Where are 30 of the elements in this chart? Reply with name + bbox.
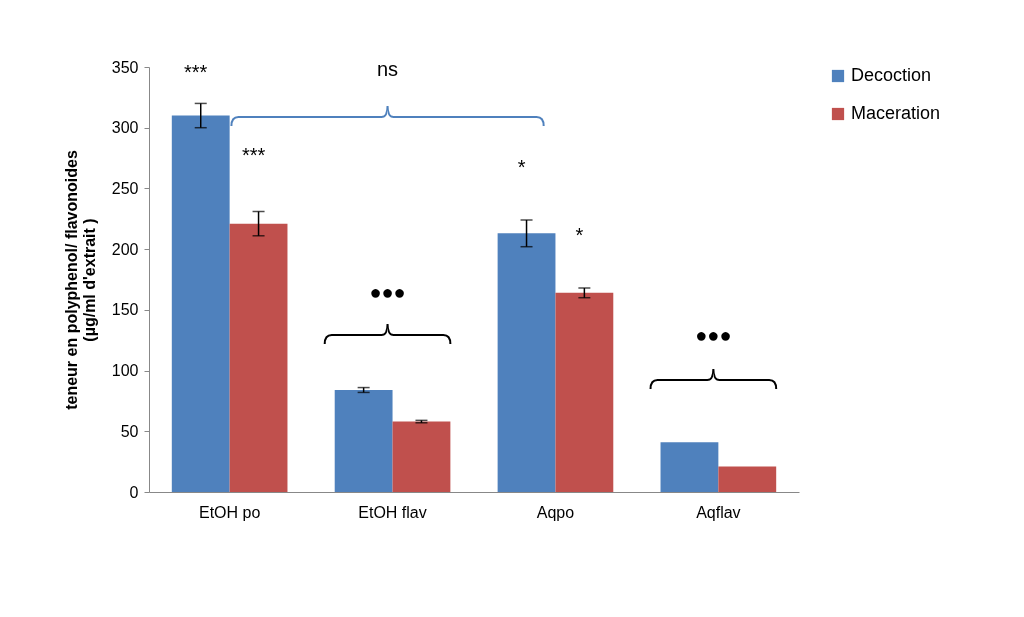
y-tick-label: 350: [111, 58, 139, 76]
y-tick-label: 200: [111, 240, 139, 258]
y-tick-label: 150: [111, 301, 139, 319]
annotation: *: [517, 156, 526, 178]
y-tick-label: 50: [120, 422, 139, 440]
x-tick-label: Aqflav: [696, 503, 741, 521]
bar: [334, 390, 393, 492]
y-tick-label: 100: [111, 362, 139, 380]
legend-label: Maceration: [851, 103, 941, 123]
bar: [660, 442, 719, 492]
annotation: *: [575, 224, 584, 246]
y-axis-title: teneur en polyphenol/ flavonoides (µg/ml d'extrait ): [62, 150, 98, 410]
x-tick-label: EtOH flav: [358, 503, 427, 521]
annotation: ●●●: [695, 324, 732, 346]
x-tick-label: Aqpo: [536, 503, 575, 521]
bar: [171, 115, 230, 492]
y-tick-label: 250: [111, 179, 139, 197]
annotation: ***: [184, 61, 208, 83]
bar: [497, 233, 556, 492]
annotation: ●●●: [369, 281, 406, 303]
y-tick-label: 300: [111, 119, 139, 137]
bar: [229, 223, 288, 492]
bar: [392, 421, 451, 492]
annotation: ns: [376, 58, 399, 80]
y-tick-label: 0: [129, 483, 139, 501]
bar: [718, 466, 777, 492]
bar: [555, 292, 614, 492]
legend-label: Decoction: [851, 65, 932, 85]
x-tick-label: EtOH po: [198, 503, 261, 521]
annotation: ***: [241, 144, 266, 166]
